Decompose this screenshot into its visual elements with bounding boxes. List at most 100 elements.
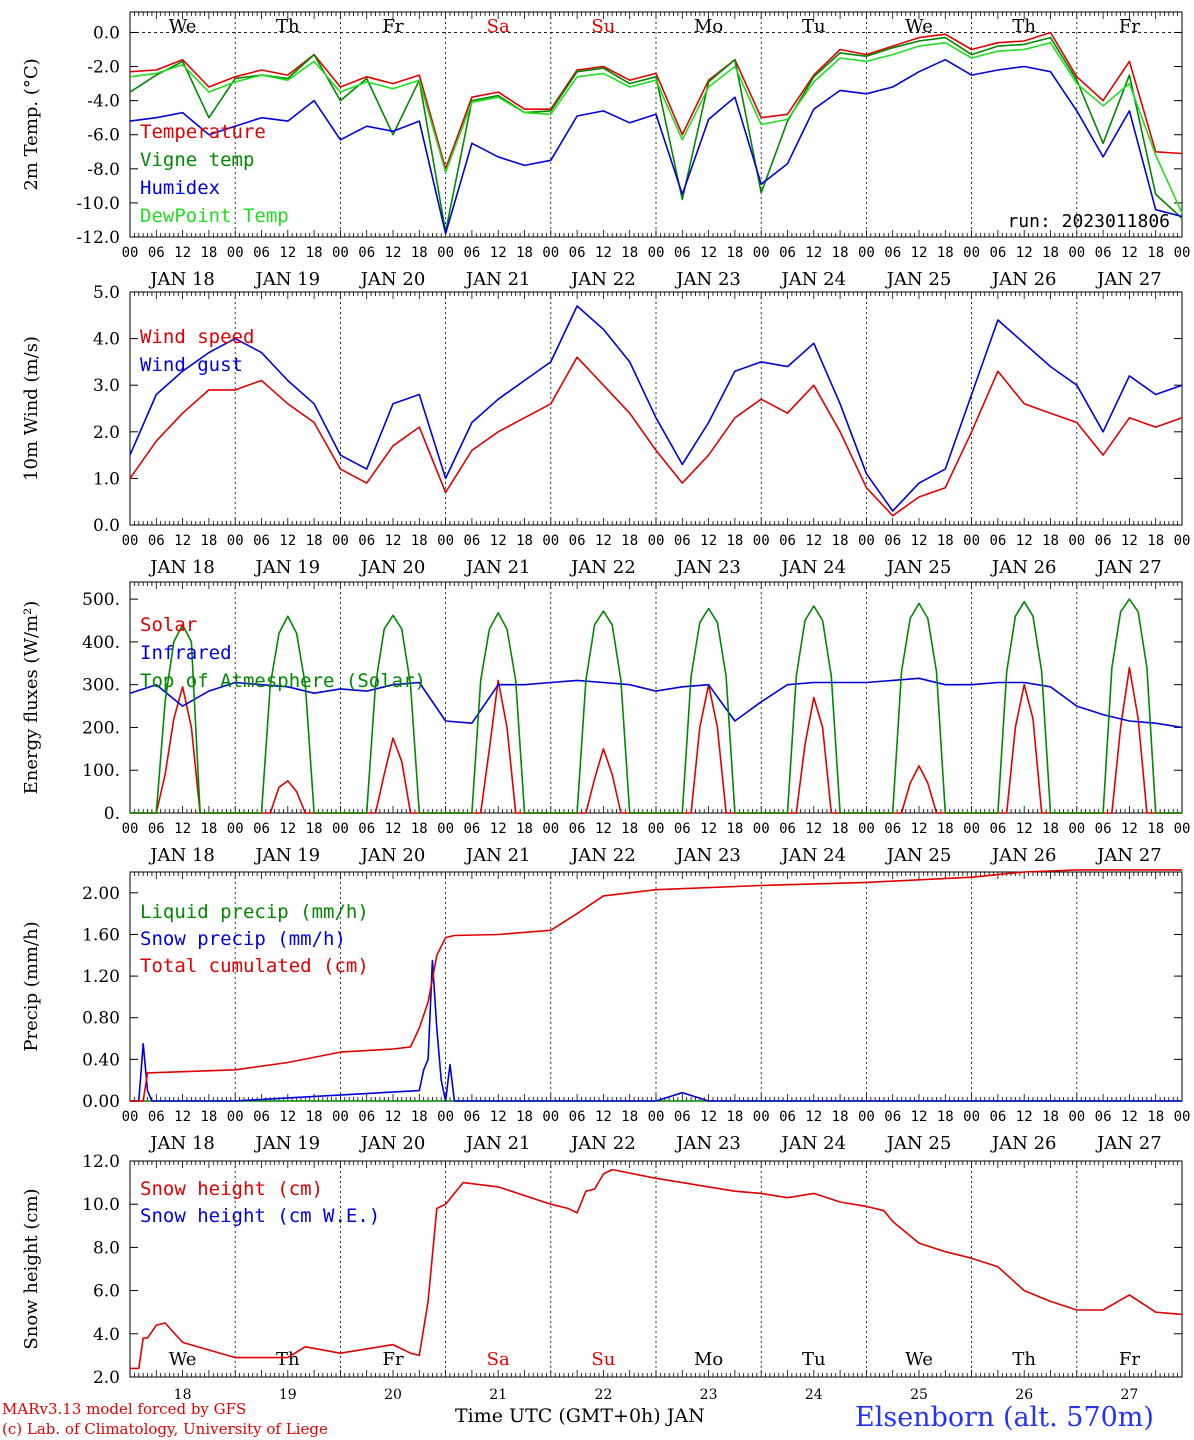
series-line (129, 305, 1183, 512)
hour-label: 12 (385, 533, 402, 549)
weekday-label: Tu (802, 16, 826, 37)
y-tick-label: 3.0 (93, 376, 120, 396)
hour-label: 00 (1174, 533, 1191, 549)
weekday-label: Th (276, 16, 300, 37)
station-name: Elsenborn (alt. 570m) (855, 1402, 1154, 1433)
day-label: JAN 22 (569, 269, 636, 290)
day-label: JAN 20 (359, 845, 426, 866)
hour-label: 06 (358, 533, 375, 549)
day-label: JAN 25 (885, 557, 952, 578)
hour-label: 00 (963, 245, 980, 261)
hour-label: 00 (1068, 245, 1085, 261)
series-line (130, 598, 1182, 814)
y-axis-label: Precip (mm/h) (21, 921, 42, 1051)
day-number: 23 (700, 1387, 718, 1403)
day-label: JAN 21 (464, 557, 531, 578)
hour-label: 00 (437, 1109, 454, 1125)
lab-credit: (c) Lab. of Climatology, University of L… (2, 1420, 328, 1438)
day-label: JAN 27 (1095, 1133, 1162, 1154)
hour-label: 18 (937, 821, 954, 837)
hour-label: 18 (1147, 821, 1164, 837)
hour-label: 06 (1095, 245, 1112, 261)
legend-entry: Solar (140, 614, 197, 636)
day-label: JAN 22 (569, 1133, 636, 1154)
chart-panel-1: 0.0 -2.0 -4.0 -6.0 -8.0 -10.0 -12.0 2m Temp. (°… (21, 11, 1190, 290)
legend-entry: Temperature (140, 121, 266, 143)
hour-label: 18 (200, 533, 217, 549)
hour-label: 18 (726, 533, 743, 549)
hour-label: 12 (174, 821, 191, 837)
hour-label: 06 (569, 533, 586, 549)
hour-label: 18 (306, 245, 323, 261)
y-tick-label: -10.0 (76, 194, 120, 214)
hour-label: 00 (542, 245, 559, 261)
hour-label: 00 (122, 245, 139, 261)
weekday-label: We (169, 1349, 197, 1370)
legend-entry: Top of Atmesphere (Solar) (140, 670, 426, 692)
legend-entry: Snow precip (mm/h) (140, 928, 346, 950)
day-label: JAN 22 (569, 845, 636, 866)
day-label: JAN 26 (990, 845, 1057, 866)
day-label: JAN 26 (990, 1133, 1057, 1154)
weekday-label: Tu (802, 1349, 826, 1370)
hour-label: 12 (911, 1109, 928, 1125)
hour-label: 18 (411, 821, 428, 837)
day-label: JAN 24 (780, 269, 847, 290)
day-label: JAN 18 (148, 1133, 215, 1154)
hour-label: 12 (700, 245, 717, 261)
y-tick-label: 2.0 (93, 1368, 120, 1388)
day-label: JAN 27 (1095, 557, 1162, 578)
day-label: JAN 21 (464, 1133, 531, 1154)
y-tick-label: 0. (104, 804, 120, 824)
hour-label: 12 (385, 245, 402, 261)
day-number: 24 (805, 1387, 823, 1403)
y-tick-label: 1.20 (82, 967, 120, 987)
hour-label: 06 (674, 533, 691, 549)
hour-label: 18 (832, 533, 849, 549)
hour-label: 00 (858, 1109, 875, 1125)
day-label: JAN 23 (674, 269, 741, 290)
hour-label: 06 (148, 245, 165, 261)
hour-label: 00 (227, 1109, 244, 1125)
hour-label: 00 (542, 533, 559, 549)
hour-label: 12 (595, 245, 612, 261)
weekday-label: We (169, 16, 197, 37)
hour-label: 06 (148, 821, 165, 837)
hour-label: 18 (832, 821, 849, 837)
y-tick-label: 0.0 (93, 23, 120, 43)
legend-entry: Humidex (140, 177, 220, 199)
hour-label: 12 (1121, 533, 1138, 549)
hour-label: 06 (253, 245, 270, 261)
hour-label: 12 (595, 533, 612, 549)
legend-entry: Liquid precip (mm/h) (140, 901, 369, 923)
day-label: JAN 21 (464, 845, 531, 866)
hour-label: 06 (358, 245, 375, 261)
hour-label: 00 (332, 245, 349, 261)
y-tick-label: 4.0 (93, 1325, 120, 1345)
hour-label: 18 (621, 1109, 638, 1125)
hour-label: 18 (832, 245, 849, 261)
hour-label: 00 (437, 821, 454, 837)
hour-label: 18 (306, 821, 323, 837)
hour-label: 00 (648, 245, 665, 261)
hour-label: 00 (332, 533, 349, 549)
hour-label: 06 (463, 245, 480, 261)
hour-label: 18 (200, 821, 217, 837)
hour-label: 06 (989, 533, 1006, 549)
hour-label: 00 (753, 245, 770, 261)
series-line (129, 356, 1183, 517)
day-number: 21 (489, 1387, 507, 1403)
hour-label: 06 (989, 821, 1006, 837)
hour-label: 18 (832, 1109, 849, 1125)
y-tick-label: 2.00 (82, 884, 120, 904)
day-label: JAN 26 (990, 269, 1057, 290)
hour-label: 12 (911, 245, 928, 261)
weekday-label: Mo (694, 1349, 723, 1370)
day-number: 19 (279, 1387, 297, 1403)
hour-label: 12 (911, 821, 928, 837)
y-tick-label: 6.0 (93, 1282, 120, 1302)
day-label: JAN 23 (674, 1133, 741, 1154)
y-tick-label: 2.0 (93, 423, 120, 443)
hour-label: 12 (279, 821, 296, 837)
